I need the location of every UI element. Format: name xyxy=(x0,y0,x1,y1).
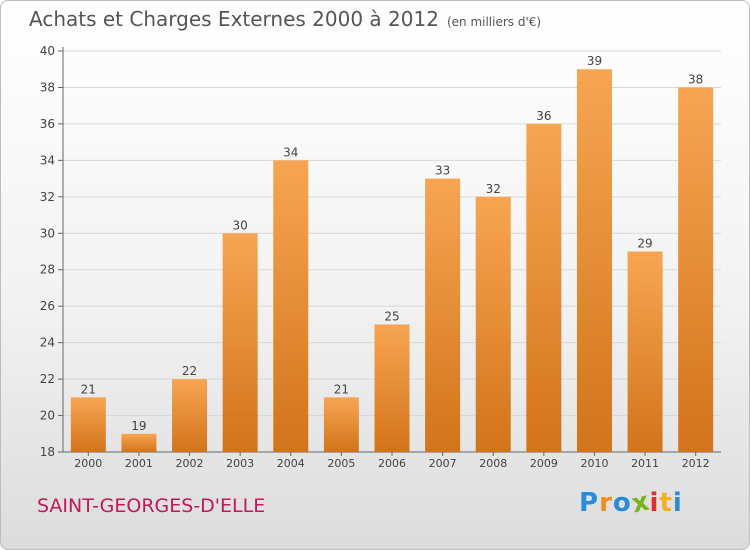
chart-title: Achats et Charges Externes 2000 à 2012 (e… xyxy=(29,7,541,31)
y-tick-label: 22 xyxy=(40,372,55,386)
chart-unit: (en milliers d'€) xyxy=(446,15,542,29)
bar-value-label: 25 xyxy=(384,309,399,323)
logo-letter: t xyxy=(659,488,673,518)
chart-title-text: Achats et Charges Externes 2000 à 2012 xyxy=(29,7,439,31)
bar-2006 xyxy=(374,324,410,452)
bar-value-label: 21 xyxy=(334,382,349,396)
logo-letter: P xyxy=(579,488,600,518)
bar-value-label: 32 xyxy=(486,182,501,196)
bar-2003 xyxy=(222,233,258,452)
y-tick-label: 36 xyxy=(40,117,55,131)
bar-value-label: 34 xyxy=(283,145,298,159)
bar-value-label: 22 xyxy=(182,364,197,378)
bar-value-label: 36 xyxy=(536,109,551,123)
x-tick-label: 2012 xyxy=(682,457,710,470)
logo-letter: r xyxy=(599,488,613,518)
x-tick-label: 2003 xyxy=(226,457,254,470)
bar-value-label: 38 xyxy=(688,72,703,86)
proxiti-logo: Proxiti xyxy=(579,486,683,519)
bar-2010 xyxy=(576,69,612,453)
y-tick-label: 40 xyxy=(40,44,55,58)
x-tick-label: 2009 xyxy=(530,457,558,470)
bar-2004 xyxy=(273,160,309,452)
x-tick-label: 2001 xyxy=(125,457,153,470)
y-tick-label: 30 xyxy=(40,226,55,240)
bar-2009 xyxy=(526,123,562,452)
y-tick-label: 24 xyxy=(40,336,55,350)
y-tick-label: 26 xyxy=(40,299,55,313)
x-tick-label: 2011 xyxy=(631,457,659,470)
bar-value-label: 33 xyxy=(435,164,450,178)
x-tick-label: 2010 xyxy=(580,457,608,470)
y-tick-label: 38 xyxy=(40,80,55,94)
y-tick-label: 28 xyxy=(40,263,55,277)
bar-2002 xyxy=(172,379,208,452)
x-tick-label: 2008 xyxy=(479,457,507,470)
x-tick-label: 2000 xyxy=(74,457,102,470)
bar-value-label: 21 xyxy=(81,382,96,396)
bar-2008 xyxy=(475,196,511,452)
bar-layer xyxy=(70,69,714,453)
bar-value-label: 29 xyxy=(637,237,652,251)
logo-letter: i xyxy=(672,488,683,518)
x-tick-label: 2006 xyxy=(378,457,406,470)
y-tick-label: 18 xyxy=(40,445,55,459)
logo-letter: i xyxy=(649,488,660,518)
bar-2007 xyxy=(425,178,461,452)
bar-2000 xyxy=(70,397,106,452)
logo-letter: o xyxy=(612,488,632,518)
x-tick-label: 2002 xyxy=(176,457,204,470)
place-name: SAINT-GEORGES-D'ELLE xyxy=(37,495,266,517)
bar-2011 xyxy=(627,251,663,452)
x-tick-label: 2005 xyxy=(327,457,355,470)
bar-2005 xyxy=(323,397,359,452)
bar-value-label: 19 xyxy=(131,419,146,433)
y-tick-label: 34 xyxy=(40,153,55,167)
x-tick-label: 2007 xyxy=(429,457,457,470)
bar-value-label: 30 xyxy=(233,218,248,232)
x-tick-label: 2004 xyxy=(277,457,305,470)
y-tick-label: 20 xyxy=(40,409,55,423)
bar-2012 xyxy=(678,87,714,453)
bar-2001 xyxy=(121,433,157,452)
bar-value-label: 39 xyxy=(587,54,602,68)
label-layer: 21 19 22 30 34 21 25 33 32 36 39 29 38 xyxy=(81,54,704,433)
y-tick-label: 32 xyxy=(40,190,55,204)
